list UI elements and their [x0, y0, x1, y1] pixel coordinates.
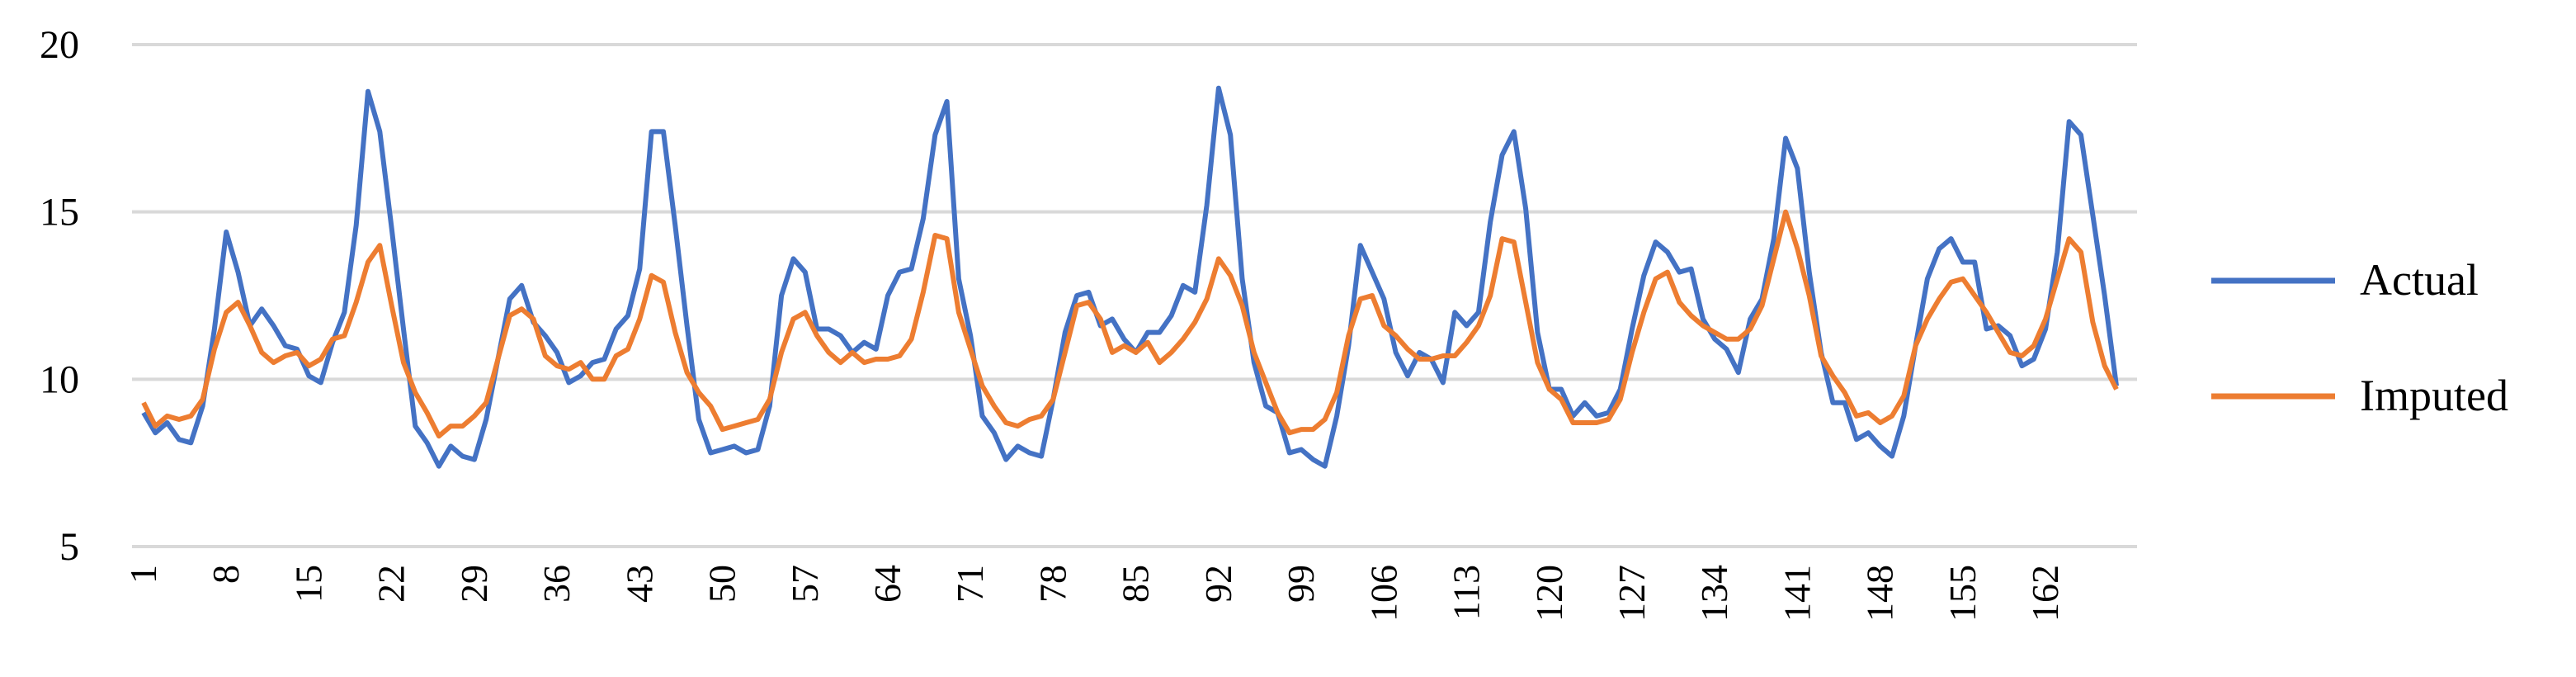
x-tick-label: 162 — [2024, 565, 2066, 622]
x-tick-label: 64 — [866, 565, 908, 603]
x-tick-label: 113 — [1446, 565, 1488, 620]
x-tick-label: 1 — [122, 565, 164, 584]
x-tick-label: 36 — [535, 565, 578, 603]
x-tick-label: 106 — [1362, 565, 1404, 622]
x-tick-label: 155 — [1941, 565, 1984, 622]
x-tick-label: 15 — [287, 565, 329, 603]
y-tick-label: 10 — [40, 357, 79, 401]
y-tick-label: 15 — [40, 191, 79, 234]
legend-label: Imputed — [2360, 371, 2508, 420]
x-tick-label: 50 — [701, 565, 743, 603]
x-tick-label: 99 — [1280, 565, 1322, 603]
y-tick-label: 5 — [59, 525, 79, 569]
x-tick-label: 92 — [1197, 565, 1239, 603]
x-tick-label: 148 — [1859, 565, 1901, 622]
x-tick-label: 85 — [1115, 565, 1157, 603]
x-tick-label: 8 — [205, 565, 247, 584]
x-tick-label: 127 — [1611, 565, 1653, 622]
x-tick-label: 57 — [784, 565, 826, 603]
x-tick-label: 22 — [370, 565, 413, 603]
legend-label: Actual — [2360, 255, 2479, 305]
y-tick-label: 20 — [40, 23, 79, 67]
x-tick-label: 29 — [453, 565, 495, 603]
series-line — [141, 85, 2119, 469]
x-tick-label: 120 — [1528, 565, 1570, 622]
series-line — [141, 209, 2119, 439]
x-tick-label: 141 — [1776, 565, 1818, 622]
x-tick-label: 134 — [1693, 565, 1735, 622]
x-tick-label: 71 — [949, 565, 991, 603]
x-tick-label: 43 — [618, 565, 660, 603]
x-tick-label: 78 — [1031, 565, 1073, 603]
